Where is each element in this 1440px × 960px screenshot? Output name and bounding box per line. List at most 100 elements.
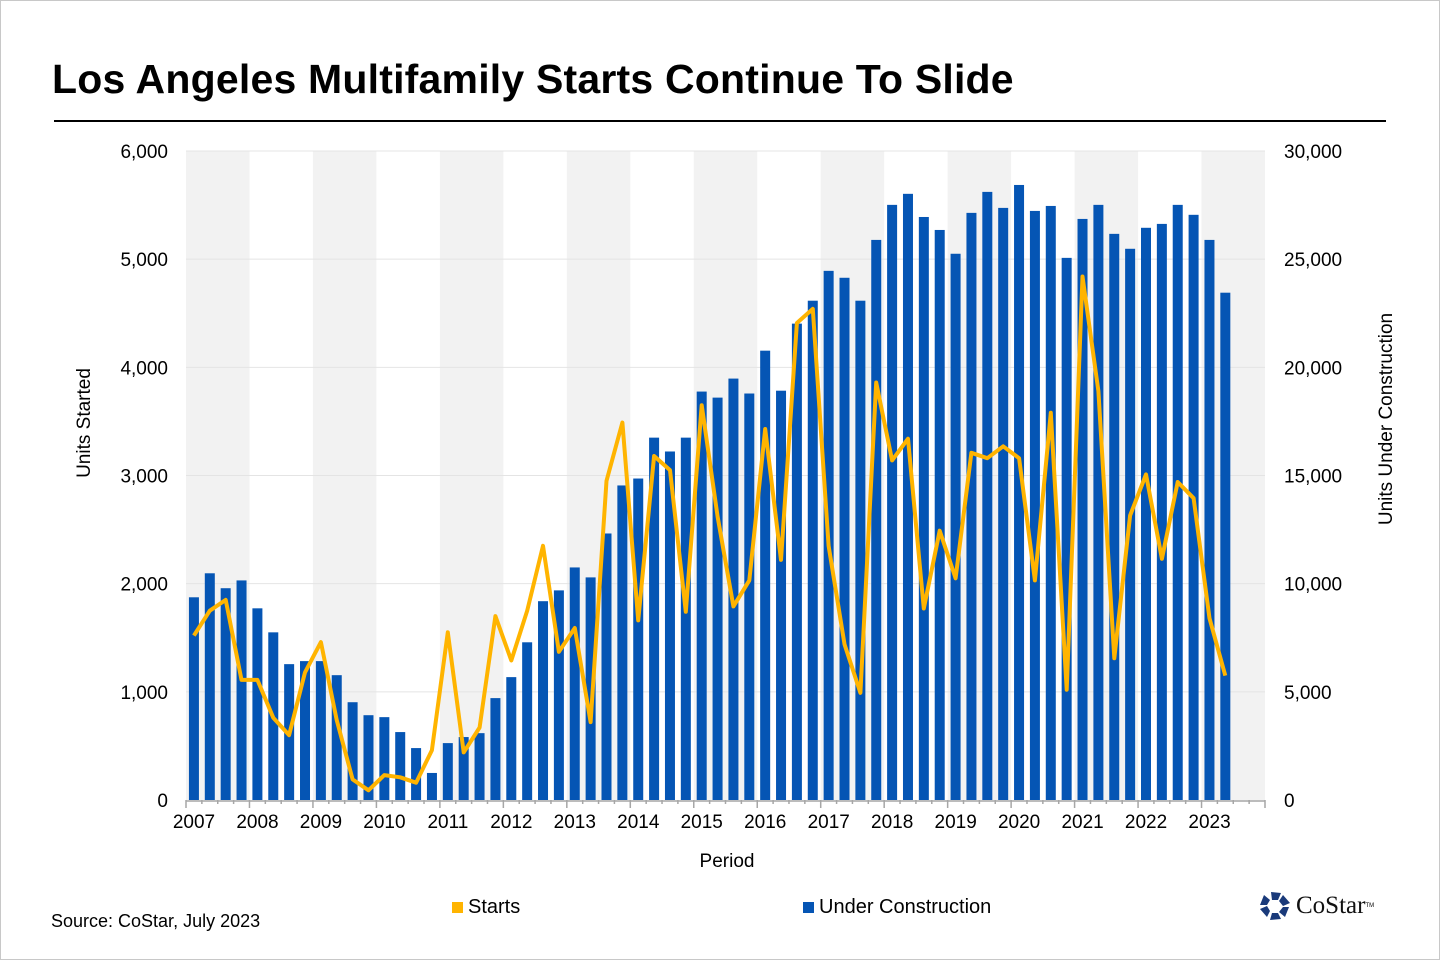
x-tick-label: 2017: [808, 812, 850, 833]
x-tick-label: 2009: [300, 812, 342, 833]
bar-under-construction: [1220, 292, 1231, 800]
bar-under-construction: [569, 567, 580, 800]
right-axis-title: Units Under Construction: [1376, 313, 1397, 525]
right-tick-label: 10,000: [1284, 575, 1342, 596]
right-tick-label: 20,000: [1284, 358, 1342, 379]
bar-under-construction: [1156, 223, 1167, 801]
bar-under-construction: [1029, 210, 1040, 801]
bar-under-construction: [188, 597, 199, 800]
x-tick-label: 2008: [236, 812, 278, 833]
bar-under-construction: [982, 191, 993, 801]
bar-under-construction: [506, 677, 517, 800]
bar-under-construction: [633, 478, 644, 800]
bar-under-construction: [1172, 204, 1183, 800]
bar-under-construction: [522, 642, 533, 800]
x-tick-label: 2020: [998, 812, 1040, 833]
bar-under-construction: [776, 390, 787, 800]
chart-title: Los Angeles Multifamily Starts Continue …: [52, 56, 1014, 102]
legend-label: Starts: [468, 896, 521, 918]
bar-under-construction: [601, 533, 612, 800]
bar-under-construction: [887, 204, 898, 800]
left-tick-label: 3,000: [120, 467, 168, 488]
bar-under-construction: [1045, 205, 1056, 800]
x-tick-label: 2010: [363, 812, 405, 833]
bar-under-construction: [1140, 227, 1151, 800]
bar-under-construction: [490, 698, 501, 800]
x-tick-label: 2022: [1125, 812, 1167, 833]
bar-under-construction: [538, 601, 549, 800]
costar-logo: CoStar TM: [1259, 890, 1374, 922]
bar-under-construction: [1014, 184, 1025, 800]
bar-under-construction: [411, 748, 422, 800]
bar-under-construction: [934, 229, 945, 800]
bar-under-construction: [585, 577, 596, 800]
bar-under-construction: [680, 437, 691, 800]
line-starts: [192, 274, 1228, 793]
left-tick-label: 6,000: [120, 142, 168, 163]
x-tick-label: 2023: [1188, 812, 1230, 833]
bar-under-construction: [744, 393, 755, 800]
bar-under-construction: [300, 661, 311, 800]
bar-under-construction: [950, 253, 961, 801]
x-tick-label: 2019: [935, 812, 977, 833]
x-tick-label: 2012: [490, 812, 532, 833]
right-tick-label: 0: [1284, 791, 1295, 812]
bar-under-construction: [442, 743, 453, 800]
bar-under-construction: [458, 737, 469, 800]
bar-under-construction: [696, 391, 707, 800]
bar-under-construction: [855, 300, 866, 800]
bar-under-construction: [204, 573, 215, 800]
left-tick-label: 0: [157, 791, 168, 812]
left-tick-label: 2,000: [120, 575, 168, 596]
legend-item-starts: Starts: [452, 896, 520, 919]
bar-under-construction: [617, 485, 628, 800]
bar-under-construction: [871, 239, 882, 801]
source-note: Source: CoStar, July 2023: [51, 911, 261, 931]
x-tick-label: 2021: [1061, 812, 1103, 833]
bar-under-construction: [664, 451, 675, 800]
x-tick-label: 2013: [554, 812, 596, 833]
left-tick-label: 1,000: [120, 683, 168, 704]
title-divider: [54, 120, 1386, 122]
bar-under-construction: [1077, 218, 1088, 801]
bar-under-construction: [474, 733, 485, 800]
bar-under-construction: [379, 717, 390, 800]
x-tick-label: 2011: [427, 812, 468, 833]
x-tick-label: 2016: [744, 812, 786, 833]
bar-under-construction: [760, 350, 771, 800]
x-axis-title: Period: [700, 851, 755, 872]
bar-under-construction: [791, 323, 802, 800]
right-tick-label: 25,000: [1284, 250, 1342, 271]
legend-swatch-under-construction: [803, 902, 814, 913]
x-tick-label: 2015: [681, 812, 723, 833]
bar-under-construction: [553, 590, 564, 800]
legend-swatch-starts: [452, 902, 463, 913]
bar-under-construction: [1061, 257, 1072, 800]
logo-text: CoStar: [1296, 892, 1366, 919]
x-tick-label: 2018: [871, 812, 913, 833]
bar-under-construction: [839, 277, 850, 800]
bar-under-construction: [902, 193, 913, 801]
bar-under-construction: [712, 397, 723, 800]
left-axis-title: Units Started: [74, 368, 95, 478]
legend-label: Under Construction: [819, 896, 992, 918]
costar-star-icon: [1260, 892, 1290, 920]
bar-under-construction: [395, 732, 406, 800]
left-tick-label: 5,000: [120, 250, 168, 271]
bar-under-construction: [1109, 233, 1120, 801]
bar-under-construction: [331, 675, 342, 800]
right-tick-label: 30,000: [1284, 142, 1342, 163]
bar-under-construction: [1093, 204, 1104, 800]
left-tick-label: 4,000: [120, 358, 168, 379]
bar-under-construction: [426, 772, 437, 800]
bar-under-construction: [966, 212, 977, 800]
bar-under-construction: [236, 580, 247, 800]
x-tick-label: 2014: [617, 812, 660, 833]
right-tick-label: 5,000: [1284, 683, 1332, 704]
bar-under-construction: [1204, 239, 1215, 801]
bar-under-construction: [315, 661, 326, 800]
bar-under-construction: [807, 300, 818, 800]
x-tick-label: 2007: [173, 812, 215, 833]
bar-under-construction: [347, 702, 358, 800]
